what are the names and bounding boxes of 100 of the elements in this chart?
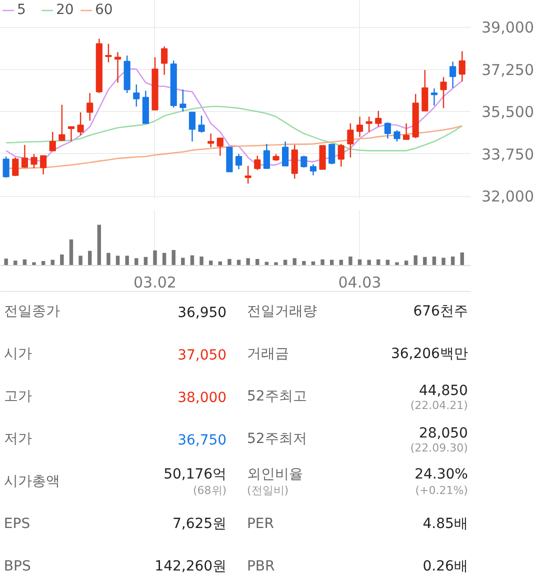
text: 36,206백만 [390,346,468,362]
x-tick-label: 03.02 [134,274,176,292]
category-label: 고가 [4,388,32,404]
x-tick-label: 04.03 [338,274,382,292]
candlestick [394,130,400,142]
candlestick [40,155,47,175]
y-tick-label: 35,500 [482,103,534,122]
bar [69,239,74,266]
candlestick [263,143,270,169]
y-tick-label: 37,250 [482,60,534,79]
bar [32,262,36,266]
bar [367,260,371,266]
bar [228,258,232,266]
candlestick [356,116,364,138]
text: 4.85배 [422,516,468,532]
bar [460,252,464,266]
y-tick-label: 33,750 [482,145,534,164]
bar [14,260,18,266]
candlestick [49,131,56,152]
bar [60,254,64,266]
candlestick [208,132,214,148]
category-label: 시가 [4,346,32,362]
candlestick [180,89,186,112]
text: 44,850 (22.04.21) [410,383,468,412]
candlestick [430,88,438,106]
bar [320,259,324,266]
legend-label: 20 [56,2,75,18]
candlestick [244,165,252,184]
bar [106,252,110,266]
bar [172,250,176,266]
candlestick [422,69,428,112]
category-label: PBR [246,558,276,574]
text: 0.26배 [422,558,468,574]
legend-label: 60 [95,2,114,18]
category-label: 거래금 [246,346,289,362]
candlestick [188,112,196,142]
candlestick [402,122,410,140]
text: 36,750 [178,432,227,448]
category-label: EPS [4,516,30,532]
legend-label: 5 [17,2,27,18]
category-label: 52주최저 [246,431,307,447]
bar [246,258,250,266]
candlestick [105,43,112,63]
bar [97,224,102,266]
candlestick [21,144,28,168]
candlestick [450,60,456,89]
bar [442,258,446,266]
candlestick [114,52,122,84]
text: 24.30% (+0.21%) [414,466,468,497]
candlestick [216,138,224,156]
candlestick [338,143,344,168]
candlestick [68,126,75,142]
candlestick [328,143,336,165]
bar [153,250,157,266]
text: 50,176억 (68위) [164,466,227,497]
bar [4,258,8,266]
candlestick [12,156,19,177]
bar [292,258,296,266]
candlestick [366,116,372,132]
text: 37,050 [178,348,227,364]
bar [200,256,204,266]
bar [134,258,138,266]
bar [395,262,399,266]
bar [348,256,352,266]
bar [125,256,129,266]
category-label: BPS [4,558,31,574]
category-label: PER [246,516,274,532]
bar [274,262,278,266]
candlestick [291,144,298,180]
bar [116,256,120,266]
candlestick [310,164,317,176]
bar [181,258,185,266]
text: 36,950 [178,305,227,321]
candlestick [282,140,289,166]
bar [88,250,92,266]
candlestick [198,115,205,134]
text: 38,000 [178,390,227,406]
candlestick [235,153,242,170]
text: 142,260원 [154,558,227,574]
candlestick [58,104,66,142]
category-label: 전일종가 [4,304,60,320]
category-label: 저가 [4,431,32,447]
candlestick [375,110,382,128]
candlestick [77,112,84,136]
candlestick [161,46,168,76]
candlestick [347,122,354,158]
bar [78,256,82,266]
y-tick-label: 32,000 [482,188,534,206]
category-label: 52주최고 [246,388,307,404]
bar [414,255,418,266]
candlestick [30,153,38,169]
candlestick [2,156,10,178]
category-label: 전일거래량 [246,304,317,320]
candlestick [86,92,94,122]
candlestick [133,84,140,108]
candlestick [319,145,326,170]
candlestick [440,76,447,109]
candlestick [384,122,391,140]
bar [302,261,306,266]
text: 676천주 [413,304,468,320]
